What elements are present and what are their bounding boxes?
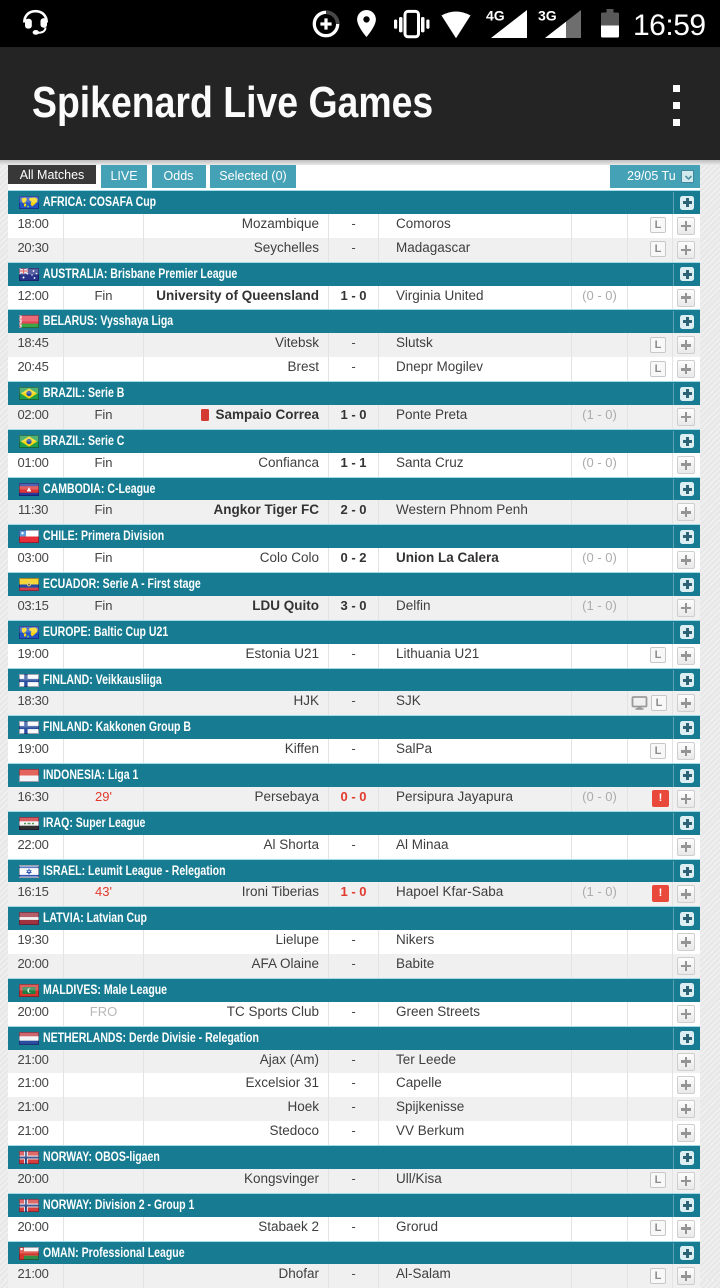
svg-text:3G: 3G [538,8,557,24]
svg-text:4G: 4G [486,8,505,24]
